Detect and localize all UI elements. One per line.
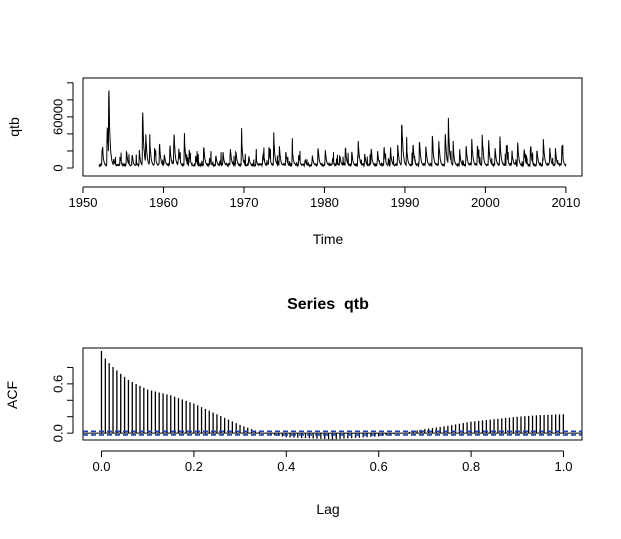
timeseries-x-tick-label: 1980 (310, 195, 339, 210)
acf-reference-lines (83, 430, 582, 436)
acf-y-tick-label: 0.6 (50, 375, 65, 393)
timeseries-x-tick-label: 1990 (390, 195, 419, 210)
acf-x-tick-label: 0.6 (370, 459, 388, 474)
acf-x-axis-label: Lag (316, 501, 339, 517)
acf-bar-group (100, 351, 564, 440)
timeseries-y-tick-label: 60000 (50, 99, 65, 135)
acf-y-axis-label: ACF (4, 381, 20, 409)
timeseries-line-group (98, 90, 567, 168)
acf-plot-frame (82, 347, 583, 441)
timeseries-x-axis-label: Time (313, 231, 344, 247)
timeseries-panel: 1950 1960 1970 1980 1990 2000 2010 0 60000 Time… (6, 77, 583, 247)
timeseries-x-tick-label: 1970 (230, 195, 259, 210)
acf-y-tick-label: 0.0 (50, 424, 65, 442)
timeseries-x-tick-label: 2000 (471, 195, 500, 210)
acf-panel: Series qtb 0.0 0.2 0.4 0.6 0.8 1.0 0.0 0.6 Lag… (4, 296, 583, 517)
acf-x-tick-label: 0.2 (185, 459, 203, 474)
timeseries-x-tick-label: 1960 (149, 195, 178, 210)
acf-x-tick-label: 0.0 (92, 459, 110, 474)
timeseries-x-tick-label: 1950 (69, 195, 98, 210)
timeseries-plot-frame (82, 77, 583, 177)
acf-chart-title: Series qtb (287, 296, 369, 313)
timeseries-x-axis: 1950 1960 1970 1980 1990 2000 2010 (69, 186, 580, 210)
acf-x-tick-label: 0.4 (277, 459, 295, 474)
acf-x-tick-label: 1.0 (554, 459, 572, 474)
timeseries-y-tick-label: 0 (50, 164, 65, 171)
acf-y-axis: 0.0 0.6 (50, 366, 74, 442)
acf-x-tick-label: 0.8 (462, 459, 480, 474)
acf-x-axis: 0.0 0.2 0.4 0.6 0.8 1.0 (92, 450, 573, 474)
timeseries-line (98, 90, 567, 168)
timeseries-y-axis: 0 60000 (50, 82, 74, 172)
timeseries-x-tick-label: 2010 (551, 195, 580, 210)
timeseries-y-axis-label: qtb (6, 117, 22, 137)
